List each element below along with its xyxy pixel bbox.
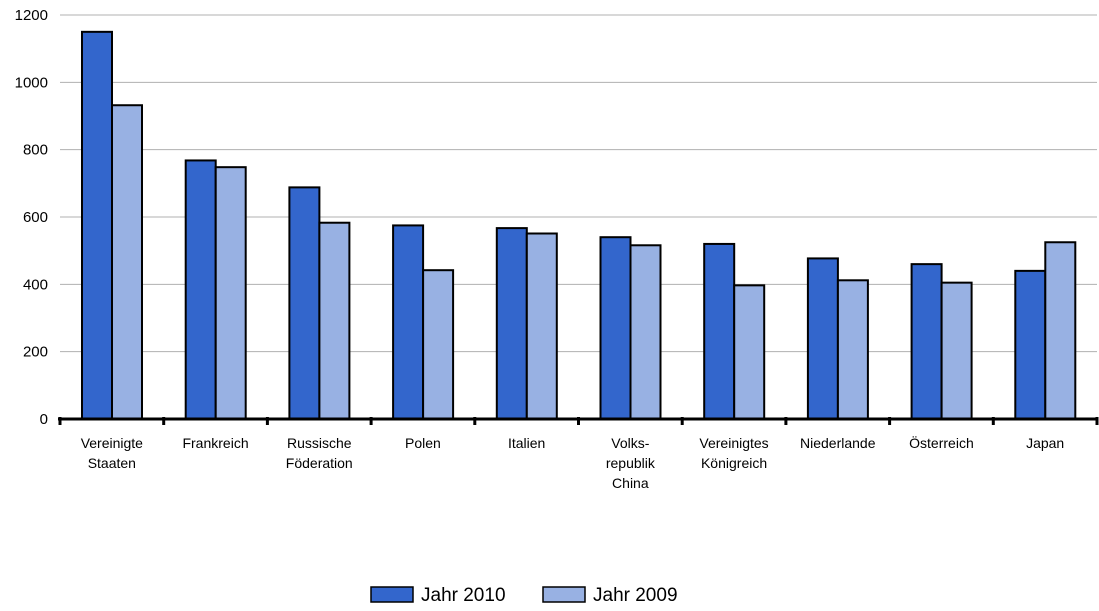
y-axis-tick-labels: 0 200 400 600 800 1000 1200 xyxy=(15,7,48,428)
x-category-label: Polen xyxy=(405,435,441,451)
legend-label: Jahr 2010 xyxy=(421,585,506,606)
bar xyxy=(940,281,973,420)
x-category-label: Italien xyxy=(508,435,545,451)
bar xyxy=(318,221,351,420)
legend-label: Jahr 2009 xyxy=(593,585,678,606)
bar xyxy=(703,242,736,420)
y-tick-label: 200 xyxy=(23,344,48,361)
bar xyxy=(392,224,425,420)
bar xyxy=(733,284,766,420)
bar xyxy=(495,227,528,420)
legend: Jahr 2010 Jahr 2009 xyxy=(370,585,678,606)
x-category-label: Russische Föderation xyxy=(286,435,353,471)
x-category-label: Niederlande xyxy=(800,435,876,451)
bars xyxy=(81,30,1077,421)
bar xyxy=(214,166,247,420)
bar xyxy=(806,257,839,420)
legend-swatch xyxy=(542,586,586,603)
bar xyxy=(422,269,455,420)
bar xyxy=(81,30,113,420)
y-tick-label: 1200 xyxy=(15,7,48,24)
x-category-label: Österreich xyxy=(909,434,974,451)
bar xyxy=(525,232,558,420)
y-tick-label: 400 xyxy=(23,276,48,293)
bar xyxy=(599,236,632,420)
bar xyxy=(288,186,321,420)
y-tick-label: 1000 xyxy=(15,74,48,91)
x-category-label: Frankreich xyxy=(182,435,248,451)
y-tick-label: 800 xyxy=(23,142,48,159)
x-axis xyxy=(58,417,1099,425)
x-axis-category-labels: Vereinigte Staaten Frankreich Russische Föde… xyxy=(81,434,1065,491)
bar xyxy=(1044,241,1077,420)
bar xyxy=(836,279,869,420)
x-category-label: Vereinigtes Königreich xyxy=(699,435,768,471)
bar xyxy=(1014,269,1047,420)
bar xyxy=(629,244,662,420)
x-category-label: Japan xyxy=(1026,435,1064,451)
bar xyxy=(910,263,943,420)
x-category-label: Volks-republik China xyxy=(606,435,656,491)
x-category-label: Vereinigte Staaten xyxy=(81,435,143,471)
legend-swatch xyxy=(370,586,414,603)
bar xyxy=(111,104,143,421)
bar xyxy=(184,159,217,420)
y-tick-label: 600 xyxy=(23,209,48,226)
y-tick-label: 0 xyxy=(40,411,48,428)
